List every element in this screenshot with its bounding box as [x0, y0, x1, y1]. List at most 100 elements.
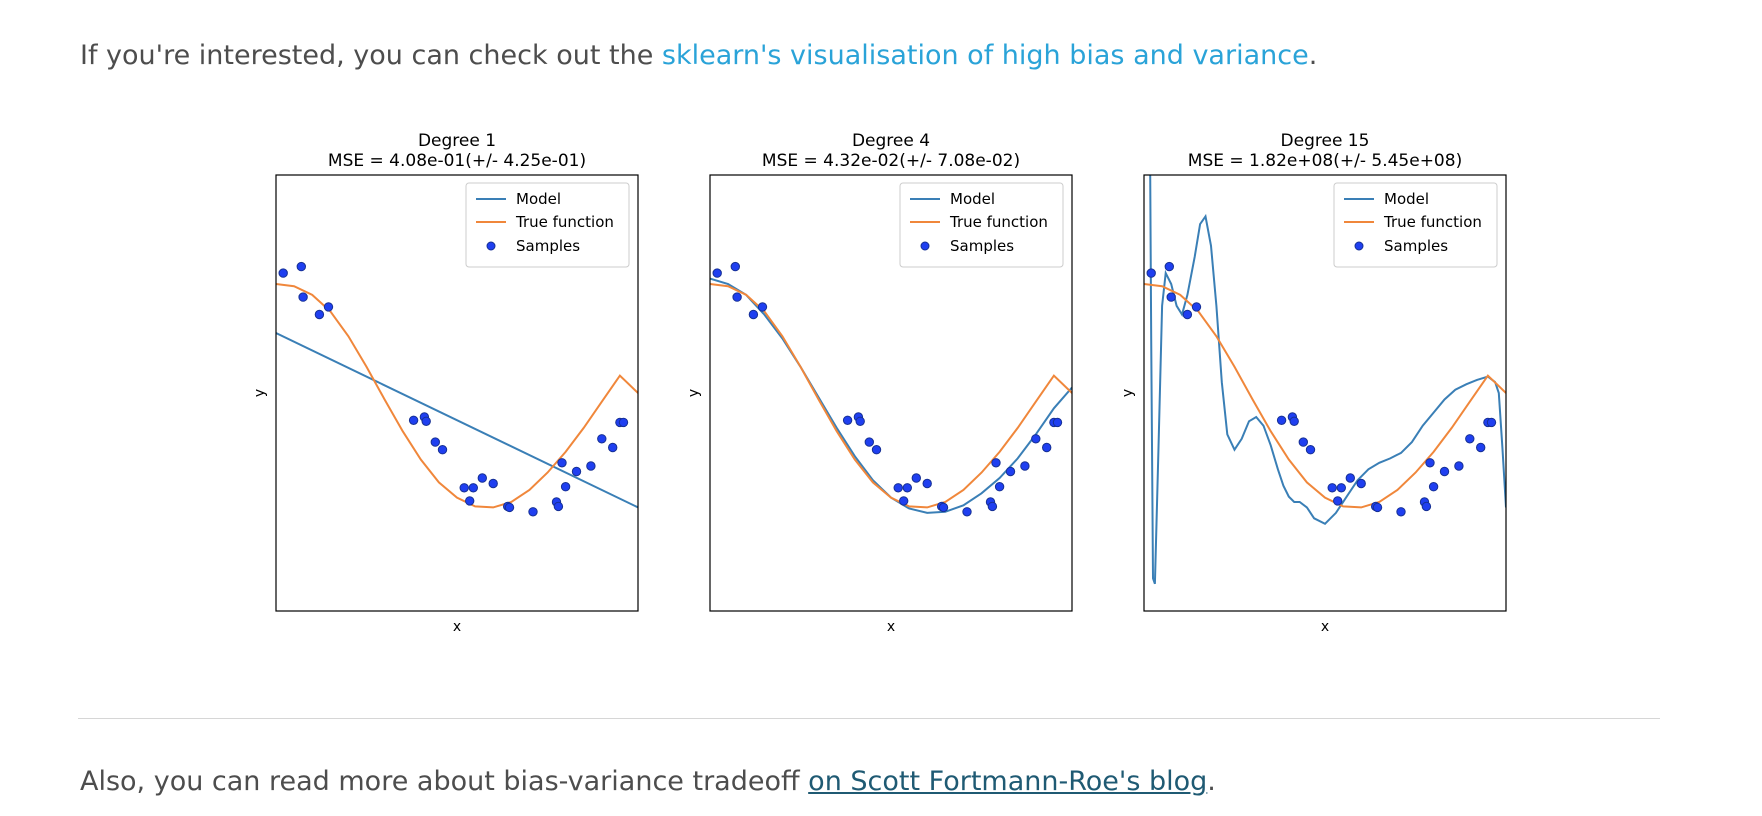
plot-area	[710, 261, 1072, 517]
legend-entry: Samples	[950, 237, 1014, 255]
sample-point	[323, 302, 334, 312]
sample-point	[1031, 434, 1041, 444]
axes-frame	[1143, 174, 1507, 612]
sample-point	[1327, 483, 1337, 493]
sample-point	[553, 501, 564, 512]
sample-point	[597, 434, 607, 444]
sample-point	[1465, 434, 1475, 444]
sample-point	[1439, 466, 1450, 477]
sample-point	[468, 483, 478, 493]
sample-point	[732, 292, 742, 302]
sample-point	[1396, 507, 1406, 517]
subplot-title: Degree 4	[852, 131, 930, 151]
legend-samples-swatch	[920, 241, 930, 251]
axes-frame	[275, 174, 639, 612]
sample-point	[557, 458, 567, 468]
sample-point	[902, 483, 912, 493]
sample-point	[1182, 309, 1193, 320]
sample-point	[488, 478, 498, 489]
y-axis-label: y	[252, 389, 268, 397]
legend: Model True function Samples	[899, 182, 1064, 268]
model-line	[710, 277, 1072, 514]
sample-point	[437, 445, 448, 455]
legend-entry: Model	[1384, 190, 1429, 208]
legend-entry: Samples	[516, 237, 580, 255]
sample-point	[618, 417, 629, 428]
sample-point	[1372, 502, 1383, 513]
y-axis-label: y	[1120, 389, 1136, 397]
legend-entry: True function	[1383, 213, 1482, 231]
sample-point	[864, 437, 874, 447]
sample-point	[1166, 292, 1176, 302]
sample-point	[1356, 478, 1366, 489]
sample-point	[1345, 473, 1356, 483]
sample-point	[893, 483, 903, 493]
sample-point	[991, 458, 1001, 468]
legend-entry: Model	[950, 190, 995, 208]
sample-point	[528, 507, 538, 517]
scott-fortmann-roe-blog-link[interactable]: on Scott Fortmann-Roe's blog	[808, 766, 1208, 797]
sample-point	[586, 461, 596, 471]
plot-area	[1144, 175, 1506, 585]
sample-point	[994, 482, 1005, 492]
intro-period: .	[1308, 40, 1318, 71]
sample-point	[871, 445, 882, 455]
sample-point	[608, 442, 618, 453]
sample-point	[421, 416, 431, 426]
sample-point	[987, 501, 998, 512]
legend-entry: True function	[949, 213, 1048, 231]
x-axis-label: x	[453, 619, 461, 635]
model-line	[276, 332, 638, 509]
outro-text: Also, you can read more about bias-varia…	[80, 766, 809, 797]
sample-point	[938, 502, 949, 513]
legend-samples-swatch	[486, 241, 496, 251]
sample-point	[504, 502, 515, 513]
sample-point	[730, 261, 740, 272]
sample-point	[922, 478, 932, 489]
sample-point	[842, 415, 853, 425]
sample-point	[314, 309, 325, 320]
legend-entry: Samples	[1384, 237, 1448, 255]
subplot-mse: MSE = 4.32e-02(+/- 7.08e-02)	[762, 151, 1020, 171]
outro-period: .	[1207, 766, 1216, 797]
axes-frame	[709, 174, 1073, 612]
intro-paragraph: If you're interested, you can check out …	[80, 39, 1317, 73]
true-function-line	[710, 283, 1072, 509]
sample-point	[962, 507, 972, 517]
sample-point	[408, 415, 419, 425]
sample-point	[298, 292, 308, 302]
subplot-title: Degree 15	[1281, 131, 1370, 151]
model-line	[1149, 175, 1506, 585]
sample-point	[1476, 442, 1486, 453]
horizontal-divider	[78, 718, 1660, 719]
subplot-mse: MSE = 1.82e+08(+/- 5.45e+08)	[1188, 151, 1462, 171]
sample-point	[1305, 445, 1316, 455]
legend: Model True function Samples	[1333, 182, 1498, 268]
sample-point	[1289, 416, 1299, 426]
legend-samples-swatch	[1354, 241, 1364, 251]
legend: Model True function Samples	[465, 182, 630, 268]
sample-point	[1336, 483, 1347, 493]
subplot-title: Degree 1	[418, 131, 496, 151]
sklearn-visualisation-link[interactable]: sklearn's visualisation of high bias and…	[661, 40, 1309, 71]
sample-point	[757, 302, 768, 312]
sample-point	[1425, 458, 1435, 468]
sample-point	[748, 309, 759, 320]
intro-text: If you're interested, you can check out …	[80, 40, 662, 71]
sample-point	[1298, 437, 1309, 447]
sample-point	[1191, 302, 1202, 312]
true-function-line	[1144, 283, 1506, 509]
sample-point	[278, 268, 288, 278]
sample-point	[855, 416, 865, 426]
x-axis-label: x	[1321, 619, 1329, 635]
legend-entry: Model	[516, 190, 561, 208]
y-axis-label: y	[686, 389, 702, 397]
sample-point	[430, 437, 440, 447]
sample-point	[1333, 496, 1343, 506]
true-function-line	[276, 283, 638, 509]
sample-point	[1020, 461, 1030, 471]
legend-box	[465, 182, 630, 268]
sample-point	[465, 496, 475, 506]
